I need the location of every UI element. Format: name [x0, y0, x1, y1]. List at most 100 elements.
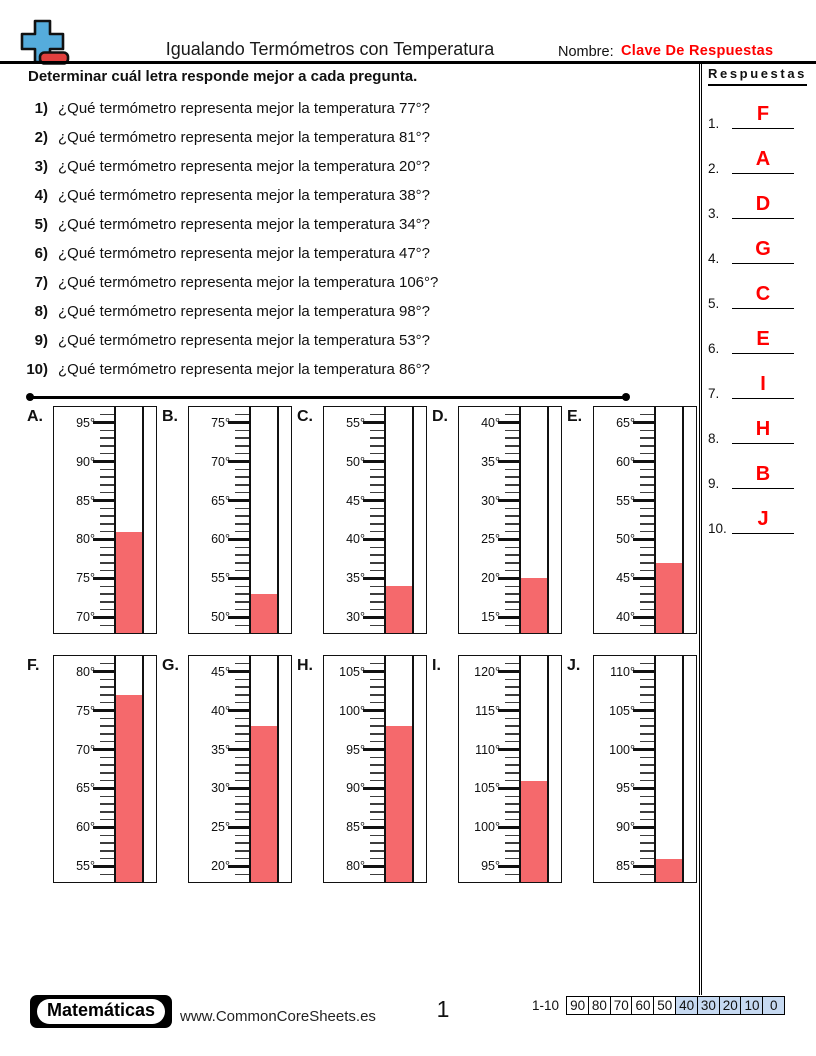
minor-tick: [370, 873, 384, 875]
degree-label: 20°: [211, 859, 230, 874]
minor-tick: [100, 779, 114, 782]
minor-tick: [505, 562, 519, 564]
minor-tick: [235, 445, 249, 447]
minor-tick: [505, 507, 519, 509]
minor-tick: [235, 453, 249, 455]
degree-label: 50°: [616, 532, 635, 547]
thermometer-tube-line: [547, 407, 549, 633]
thermometer-letter: G.: [162, 657, 179, 674]
major-tick: [228, 709, 249, 712]
minor-tick: [640, 484, 654, 486]
thermometer-letter: J.: [567, 657, 581, 674]
degree-label: 80°: [76, 664, 95, 679]
degree-label: 75°: [211, 415, 230, 430]
minor-tick: [235, 562, 249, 564]
degree-label: 95°: [481, 859, 500, 874]
thermometer-letter: F.: [27, 657, 40, 674]
minor-tick: [505, 764, 519, 766]
degree-label: 40°: [481, 415, 500, 430]
minor-tick: [235, 772, 249, 774]
minor-tick: [235, 523, 249, 525]
minor-tick: [370, 585, 384, 587]
major-tick: [633, 616, 654, 619]
answer-blank-line: G: [732, 239, 794, 264]
minor-tick: [640, 585, 654, 587]
degree-label: 70°: [76, 742, 95, 757]
minor-tick: [100, 437, 114, 439]
minor-tick: [370, 468, 384, 471]
question-number: 3): [34, 158, 48, 175]
answer-blank-line: J: [732, 509, 794, 534]
minor-tick: [370, 717, 384, 720]
question-number: 7): [34, 274, 48, 291]
answer-blank-line: E: [732, 329, 794, 354]
major-tick: [93, 787, 114, 790]
sidebar-divider: [699, 61, 702, 995]
question-text: ¿Qué termómetro representa mejor la temp…: [58, 361, 430, 378]
thermometer-fill: [115, 694, 143, 882]
answer-number: 1.: [708, 116, 720, 131]
minor-tick: [235, 756, 249, 758]
thermometer-scale-line: [249, 656, 251, 882]
minor-tick: [505, 445, 519, 447]
minor-tick: [370, 608, 384, 611]
minor-tick: [370, 795, 384, 797]
major-tick: [498, 709, 519, 712]
major-tick: [228, 577, 249, 580]
minor-tick: [640, 414, 654, 416]
minor-tick: [235, 530, 249, 533]
minor-tick: [505, 702, 519, 704]
minor-tick: [505, 725, 519, 727]
minor-tick: [235, 608, 249, 611]
minor-tick: [100, 585, 114, 587]
minor-tick: [370, 492, 384, 494]
minor-tick: [235, 601, 249, 603]
degree-label: 90°: [76, 454, 95, 469]
minor-tick: [370, 601, 384, 603]
major-tick: [498, 616, 519, 619]
minor-tick: [100, 530, 114, 533]
major-tick: [363, 709, 384, 712]
degree-label: 60°: [616, 454, 635, 469]
minor-tick: [100, 850, 114, 852]
major-tick: [363, 826, 384, 829]
degree-label: 100°: [339, 703, 365, 718]
answer-number: 7.: [708, 386, 720, 401]
minor-tick: [505, 546, 519, 548]
degree-label: 45°: [346, 493, 365, 508]
minor-tick: [370, 437, 384, 439]
thermometer-scale-line: [384, 656, 386, 882]
degree-label: 35°: [211, 742, 230, 757]
degree-label: 75°: [76, 703, 95, 718]
thermometer-scale-line: [519, 656, 521, 882]
minor-tick: [235, 803, 249, 805]
major-tick: [498, 865, 519, 868]
answer-number: 8.: [708, 431, 720, 446]
minor-tick: [505, 624, 519, 626]
minor-tick: [640, 850, 654, 852]
score-cell: 50: [653, 996, 677, 1015]
degree-label: 90°: [616, 820, 635, 835]
degree-label: 35°: [481, 454, 500, 469]
answer-item: 1. F: [706, 97, 798, 131]
thermometer-letter: H.: [297, 657, 313, 674]
answer-item: 8. H: [706, 412, 798, 446]
minor-tick: [640, 624, 654, 626]
minor-tick: [235, 850, 249, 852]
minor-tick: [505, 569, 519, 572]
website-url: www.CommonCoreSheets.es: [180, 1008, 376, 1025]
major-tick: [633, 421, 654, 424]
minor-tick: [100, 445, 114, 447]
minor-tick: [370, 624, 384, 626]
minor-tick: [235, 554, 249, 556]
minor-tick: [235, 686, 249, 688]
minor-tick: [640, 725, 654, 727]
answer-letter: F: [756, 103, 770, 125]
question-text: ¿Qué termómetro representa mejor la temp…: [58, 245, 430, 262]
degree-label: 25°: [211, 820, 230, 835]
minor-tick: [640, 818, 654, 821]
minor-tick: [505, 492, 519, 494]
answer-number: 4.: [708, 251, 720, 266]
minor-tick: [100, 569, 114, 572]
major-tick: [498, 538, 519, 541]
